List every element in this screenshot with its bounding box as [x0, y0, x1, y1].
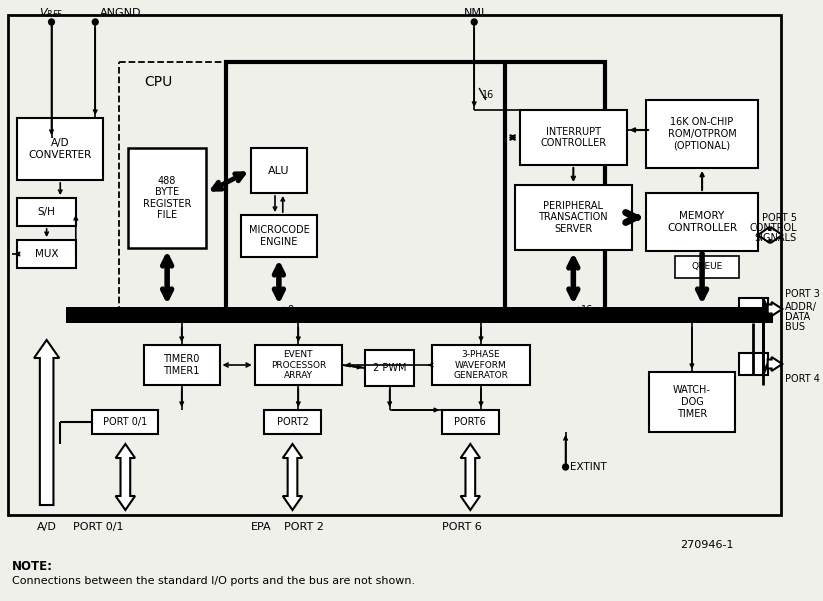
- Text: INTERRUPT
CONTROLLER: INTERRUPT CONTROLLER: [540, 127, 607, 148]
- Text: 2 PWM: 2 PWM: [373, 363, 407, 373]
- Bar: [251, 148, 307, 193]
- Bar: [520, 110, 627, 165]
- Text: MEMORY
CONTROLLER: MEMORY CONTROLLER: [667, 211, 737, 233]
- Polygon shape: [283, 444, 302, 510]
- Text: Connections between the standard I/O ports and the bus are not shown.: Connections between the standard I/O por…: [12, 576, 415, 586]
- Text: WATCH-
DOG
TIMER: WATCH- DOG TIMER: [673, 385, 711, 419]
- Text: EXTINT: EXTINT: [570, 462, 607, 472]
- Text: 8: 8: [287, 305, 294, 315]
- Text: PORT 2: PORT 2: [284, 522, 323, 532]
- Text: 16: 16: [481, 90, 494, 100]
- Text: ADDR/: ADDR/: [785, 302, 817, 312]
- Text: 488
BYTE
REGISTER
FILE: 488 BYTE REGISTER FILE: [143, 175, 191, 221]
- Text: S/H: S/H: [38, 207, 56, 217]
- Text: 3-PHASE
WAVEFORM
GENERATOR: 3-PHASE WAVEFORM GENERATOR: [453, 350, 509, 380]
- Bar: [226, 62, 606, 315]
- Bar: [738, 298, 768, 320]
- Text: 16: 16: [581, 305, 593, 315]
- Text: PORT 0/1: PORT 0/1: [103, 417, 147, 427]
- Circle shape: [49, 19, 54, 25]
- Text: ALU: ALU: [268, 165, 290, 175]
- Text: PORT 4: PORT 4: [785, 374, 820, 384]
- Bar: [241, 215, 317, 257]
- Polygon shape: [768, 302, 782, 316]
- Text: MICROCODE
ENGINE: MICROCODE ENGINE: [249, 225, 309, 247]
- Text: QUEUE: QUEUE: [691, 263, 723, 272]
- Text: 16K ON-CHIP
ROM/OTPROM
(OPTIONAL): 16K ON-CHIP ROM/OTPROM (OPTIONAL): [667, 117, 737, 151]
- Bar: [646, 100, 758, 168]
- Text: EPA: EPA: [251, 522, 272, 532]
- Text: 270946-1: 270946-1: [681, 540, 734, 550]
- Bar: [254, 345, 342, 385]
- Bar: [17, 118, 103, 180]
- Polygon shape: [768, 357, 782, 371]
- Bar: [442, 410, 499, 434]
- Text: NMI: NMI: [463, 8, 485, 18]
- Circle shape: [563, 464, 569, 470]
- Text: PORT 0/1: PORT 0/1: [73, 522, 123, 532]
- Polygon shape: [116, 444, 135, 510]
- Bar: [646, 193, 758, 251]
- Bar: [17, 198, 76, 226]
- Bar: [144, 345, 220, 385]
- Circle shape: [472, 19, 477, 25]
- Bar: [17, 240, 76, 268]
- Bar: [649, 372, 735, 432]
- Bar: [128, 148, 206, 248]
- Text: PORT 3: PORT 3: [785, 289, 820, 299]
- Bar: [66, 307, 773, 323]
- Text: PERIPHERAL
TRANSACTION
SERVER: PERIPHERAL TRANSACTION SERVER: [538, 201, 608, 234]
- Text: TIMER0
TIMER1: TIMER0 TIMER1: [164, 354, 200, 376]
- Text: MUX: MUX: [35, 249, 58, 259]
- Text: NOTE:: NOTE:: [12, 560, 53, 573]
- Bar: [7, 15, 781, 515]
- Polygon shape: [34, 340, 59, 505]
- Text: ANGND: ANGND: [100, 8, 142, 18]
- Polygon shape: [461, 444, 480, 510]
- Bar: [264, 410, 321, 434]
- Bar: [365, 350, 414, 386]
- Text: DATA: DATA: [785, 312, 811, 322]
- Text: A/D: A/D: [37, 522, 57, 532]
- Bar: [676, 256, 738, 278]
- Bar: [432, 345, 530, 385]
- Text: $V_{REF}$: $V_{REF}$: [40, 6, 63, 20]
- Bar: [515, 185, 631, 250]
- Bar: [738, 353, 768, 375]
- Text: PORT2: PORT2: [277, 417, 309, 427]
- Bar: [119, 62, 379, 315]
- Text: CPU: CPU: [144, 75, 173, 89]
- Text: BUS: BUS: [785, 322, 805, 332]
- Text: PORT6: PORT6: [454, 417, 486, 427]
- Bar: [92, 410, 158, 434]
- Text: A/D
CONVERTER: A/D CONVERTER: [29, 138, 92, 160]
- Polygon shape: [758, 227, 782, 243]
- Text: SIGNALS: SIGNALS: [755, 233, 797, 243]
- Text: PORT 5: PORT 5: [762, 213, 797, 223]
- Text: PORT 6: PORT 6: [442, 522, 482, 532]
- Text: EVENT
PROCESSOR
ARRAY: EVENT PROCESSOR ARRAY: [271, 350, 326, 380]
- Circle shape: [92, 19, 98, 25]
- Text: CONTROL: CONTROL: [749, 223, 797, 233]
